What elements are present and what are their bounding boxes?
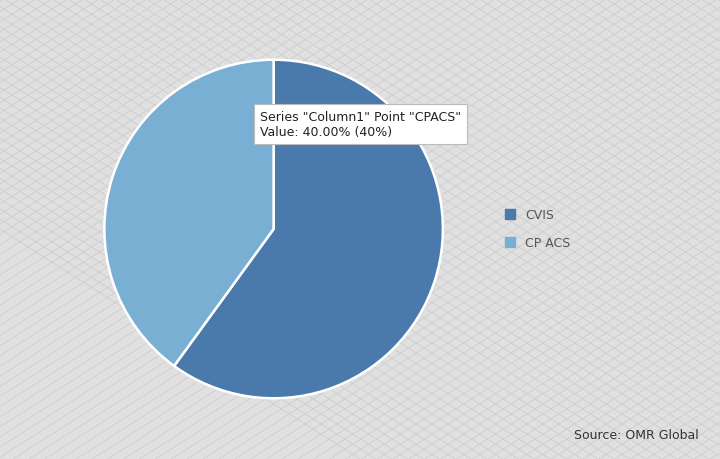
Wedge shape [104,61,274,366]
Legend: CVIS, CP ACS: CVIS, CP ACS [500,204,575,255]
Wedge shape [174,61,443,398]
Text: Source: OMR Global: Source: OMR Global [574,428,698,441]
Text: Series "Column1" Point "CPACS"
Value: 40.00% (40%): Series "Column1" Point "CPACS" Value: 40… [260,111,462,139]
